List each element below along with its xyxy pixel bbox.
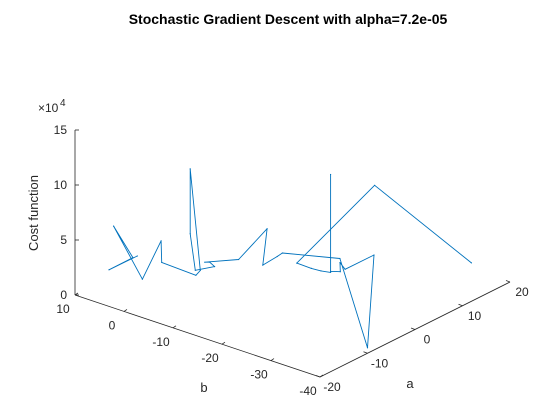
series-line <box>109 169 471 348</box>
data-point <box>367 347 368 348</box>
b-axis-line <box>75 295 320 377</box>
b-tick-label: 0 <box>109 318 116 332</box>
a-tick-label: -10 <box>371 356 389 370</box>
data-point <box>267 228 268 229</box>
data-point <box>190 168 191 169</box>
data-point <box>262 265 263 266</box>
data-point <box>471 262 472 263</box>
b-tick-label: 10 <box>56 302 70 316</box>
data-point <box>330 271 331 272</box>
a-ticks: -20 -10 0 10 20 <box>316 281 529 395</box>
data-point <box>339 262 340 263</box>
data-point <box>296 263 297 264</box>
data-point <box>190 233 191 234</box>
z-exponent-base: ×10 <box>38 101 59 115</box>
z-tick-label: 5 <box>60 233 67 247</box>
b-tick-label: -10 <box>152 335 170 349</box>
data-point <box>132 257 133 258</box>
b-tick-mark <box>222 342 225 344</box>
data-point <box>330 272 331 273</box>
data-point <box>214 266 215 267</box>
b-tick-label: -30 <box>250 368 268 382</box>
a-tick-label: 0 <box>424 333 431 347</box>
z-tick-label: 0 <box>60 288 67 302</box>
a-tick-label: 10 <box>468 309 482 323</box>
data-point <box>374 185 375 186</box>
a-tick-mark <box>506 281 510 283</box>
b-ticks: 10 0 -10 -20 -30 -40 <box>56 293 323 398</box>
data-point <box>161 262 162 263</box>
data-point <box>339 258 340 259</box>
data-point <box>238 259 239 260</box>
a-tick-mark <box>364 352 368 354</box>
data-point <box>137 255 138 256</box>
data-point <box>108 269 109 270</box>
data-point <box>373 254 374 255</box>
z-exponent-power: 4 <box>60 98 66 109</box>
chart-title: Stochastic Gradient Descent with alpha=7… <box>129 11 448 27</box>
b-tick-label: -20 <box>201 351 219 365</box>
data-point <box>209 261 210 262</box>
data-point <box>113 226 114 227</box>
data-point <box>200 270 201 271</box>
data-point <box>161 240 162 241</box>
z-exponent: ×10 4 <box>38 98 66 115</box>
b-tick-mark <box>124 309 127 311</box>
trace-group <box>108 168 472 348</box>
a-tick-label: 20 <box>515 285 529 299</box>
data-point <box>340 271 341 272</box>
z-tick-label: 10 <box>54 178 68 192</box>
a-axis-label: a <box>406 376 414 391</box>
data-point <box>282 252 283 253</box>
b-axis-label: b <box>200 380 207 395</box>
z-tick-label: 15 <box>54 123 68 137</box>
a-tick-label: -20 <box>323 380 341 394</box>
data-point <box>311 268 312 269</box>
axes <box>75 130 510 377</box>
data-point <box>195 275 196 276</box>
data-point <box>277 256 278 257</box>
b-tick-label: -40 <box>299 384 317 398</box>
data-point <box>330 174 331 175</box>
a-tick-mark <box>459 304 463 306</box>
data-point <box>345 269 346 270</box>
data-point <box>142 279 143 280</box>
a-tick-mark <box>411 328 415 330</box>
data-point <box>320 270 321 271</box>
b-tick-mark <box>271 359 274 361</box>
data-point <box>195 270 196 271</box>
z-axis-label: Cost function <box>26 175 41 251</box>
b-tick-mark <box>173 326 176 328</box>
data-point <box>204 262 205 263</box>
